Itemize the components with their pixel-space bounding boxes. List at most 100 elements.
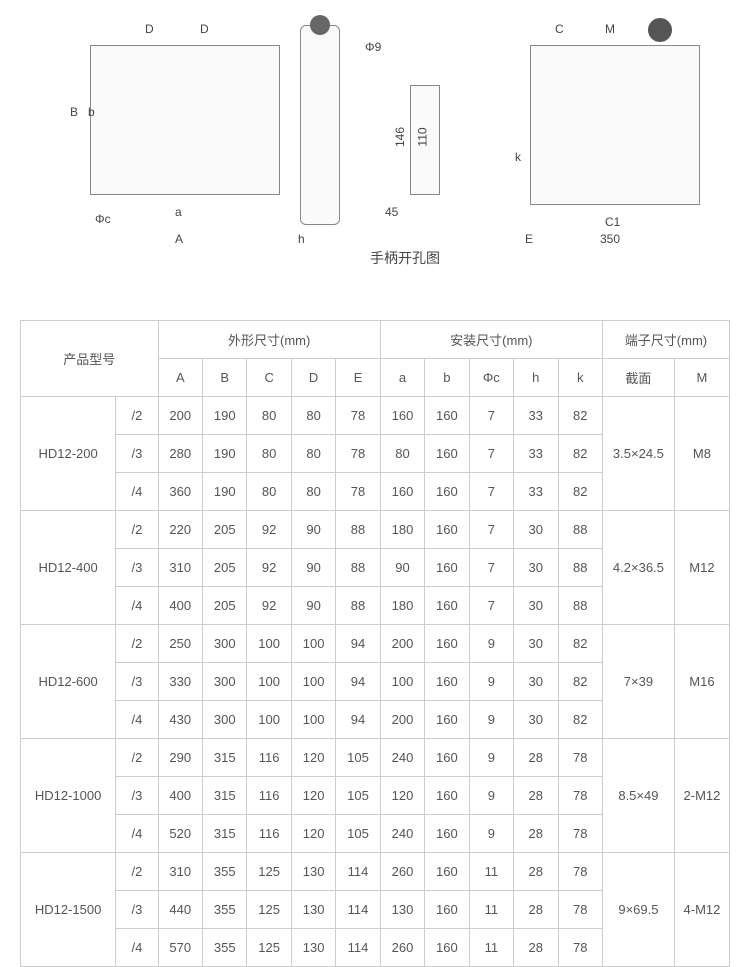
cell-value: /4 xyxy=(116,473,158,511)
handle-knob-icon xyxy=(300,10,340,40)
cell-value: 125 xyxy=(247,853,291,891)
cell-model: HD12-200 xyxy=(21,397,116,511)
cell-value: /3 xyxy=(116,663,158,701)
cell-value: 88 xyxy=(558,511,602,549)
cell-value: 300 xyxy=(203,663,247,701)
table-header-row-1: 产品型号 外形尺寸(mm) 安装尺寸(mm) 端子尺寸(mm) xyxy=(21,321,730,359)
cell-value: 100 xyxy=(247,625,291,663)
cell-value: 7 xyxy=(469,511,513,549)
cell-value: 90 xyxy=(291,549,335,587)
cell-value: 90 xyxy=(380,549,424,587)
cell-value: 30 xyxy=(514,701,558,739)
header-outline: 外形尺寸(mm) xyxy=(158,321,380,359)
cell-value: 78 xyxy=(558,815,602,853)
cell-value: 355 xyxy=(203,929,247,967)
cell-M: M12 xyxy=(674,511,729,625)
cell-value: 100 xyxy=(291,625,335,663)
diagram-left-view xyxy=(90,45,280,195)
cell-value: 9 xyxy=(469,663,513,701)
cell-value: 200 xyxy=(158,397,202,435)
cell-value: 310 xyxy=(158,549,202,587)
cell-value: 7 xyxy=(469,587,513,625)
cell-value: 9 xyxy=(469,777,513,815)
diagram-handle xyxy=(300,25,340,225)
cell-value: 205 xyxy=(203,511,247,549)
cell-value: 105 xyxy=(336,777,380,815)
cell-value: 190 xyxy=(203,435,247,473)
cell-value: 570 xyxy=(158,929,202,967)
cell-value: 80 xyxy=(247,435,291,473)
cell-value: 82 xyxy=(558,625,602,663)
cell-value: 160 xyxy=(425,511,469,549)
cell-value: /3 xyxy=(116,549,158,587)
header-install: 安装尺寸(mm) xyxy=(380,321,602,359)
dim-label-phic: Φc xyxy=(95,212,111,226)
cell-value: /4 xyxy=(116,701,158,739)
cell-value: 355 xyxy=(203,891,247,929)
cell-value: 82 xyxy=(558,435,602,473)
cell-value: 78 xyxy=(558,929,602,967)
cell-section: 9×69.5 xyxy=(602,853,674,967)
cell-value: 105 xyxy=(336,739,380,777)
cell-value: 116 xyxy=(247,777,291,815)
cell-model: HD12-1000 xyxy=(21,739,116,853)
cell-value: 80 xyxy=(247,473,291,511)
dim-label-C1: C1 xyxy=(605,215,620,229)
cell-value: 116 xyxy=(247,815,291,853)
cell-value: 92 xyxy=(247,511,291,549)
cell-value: 260 xyxy=(380,929,424,967)
col-D: D xyxy=(291,359,335,397)
side-knob-icon xyxy=(640,10,700,70)
col-a: a xyxy=(380,359,424,397)
cell-value: 160 xyxy=(425,891,469,929)
cell-value: 28 xyxy=(514,777,558,815)
cell-value: 114 xyxy=(336,853,380,891)
cell-value: 94 xyxy=(336,701,380,739)
cell-value: 200 xyxy=(380,625,424,663)
cell-value: 160 xyxy=(425,853,469,891)
cell-value: 7 xyxy=(469,473,513,511)
cell-value: 30 xyxy=(514,549,558,587)
cell-value: 360 xyxy=(158,473,202,511)
cell-value: 9 xyxy=(469,739,513,777)
table-row: HD12-1000/2290315116120105240160928788.5… xyxy=(21,739,730,777)
cell-value: /4 xyxy=(116,929,158,967)
cell-value: 125 xyxy=(247,929,291,967)
cell-value: 315 xyxy=(203,815,247,853)
cell-value: 78 xyxy=(558,853,602,891)
cell-value: 180 xyxy=(380,511,424,549)
cell-value: 160 xyxy=(425,739,469,777)
cell-value: 9 xyxy=(469,701,513,739)
cell-value: 92 xyxy=(247,549,291,587)
col-b: b xyxy=(425,359,469,397)
dim-label-b: b xyxy=(88,105,95,119)
cell-value: 160 xyxy=(425,929,469,967)
cell-value: 430 xyxy=(158,701,202,739)
cell-value: 78 xyxy=(558,739,602,777)
cell-value: 78 xyxy=(558,777,602,815)
table-row: HD12-400/2220205929088180160730884.2×36.… xyxy=(21,511,730,549)
cell-section: 4.2×36.5 xyxy=(602,511,674,625)
cell-value: 180 xyxy=(380,587,424,625)
dim-label-h: h xyxy=(298,232,305,246)
cell-value: 88 xyxy=(336,511,380,549)
cell-value: 28 xyxy=(514,815,558,853)
cell-value: 33 xyxy=(514,397,558,435)
table-row: HD12-200/2200190808078160160733823.5×24.… xyxy=(21,397,730,435)
cell-value: /4 xyxy=(116,587,158,625)
cell-value: 400 xyxy=(158,587,202,625)
cell-value: 190 xyxy=(203,397,247,435)
cell-value: 116 xyxy=(247,739,291,777)
cell-value: 82 xyxy=(558,701,602,739)
cell-value: 7 xyxy=(469,435,513,473)
cell-value: 7 xyxy=(469,549,513,587)
cell-value: 120 xyxy=(291,739,335,777)
dim-label-E: E xyxy=(525,232,533,246)
col-k: k xyxy=(558,359,602,397)
cell-value: 240 xyxy=(380,815,424,853)
cell-value: 205 xyxy=(203,587,247,625)
table-body: HD12-200/2200190808078160160733823.5×24.… xyxy=(21,397,730,967)
cell-value: 400 xyxy=(158,777,202,815)
cell-value: 100 xyxy=(247,701,291,739)
cell-model: HD12-600 xyxy=(21,625,116,739)
